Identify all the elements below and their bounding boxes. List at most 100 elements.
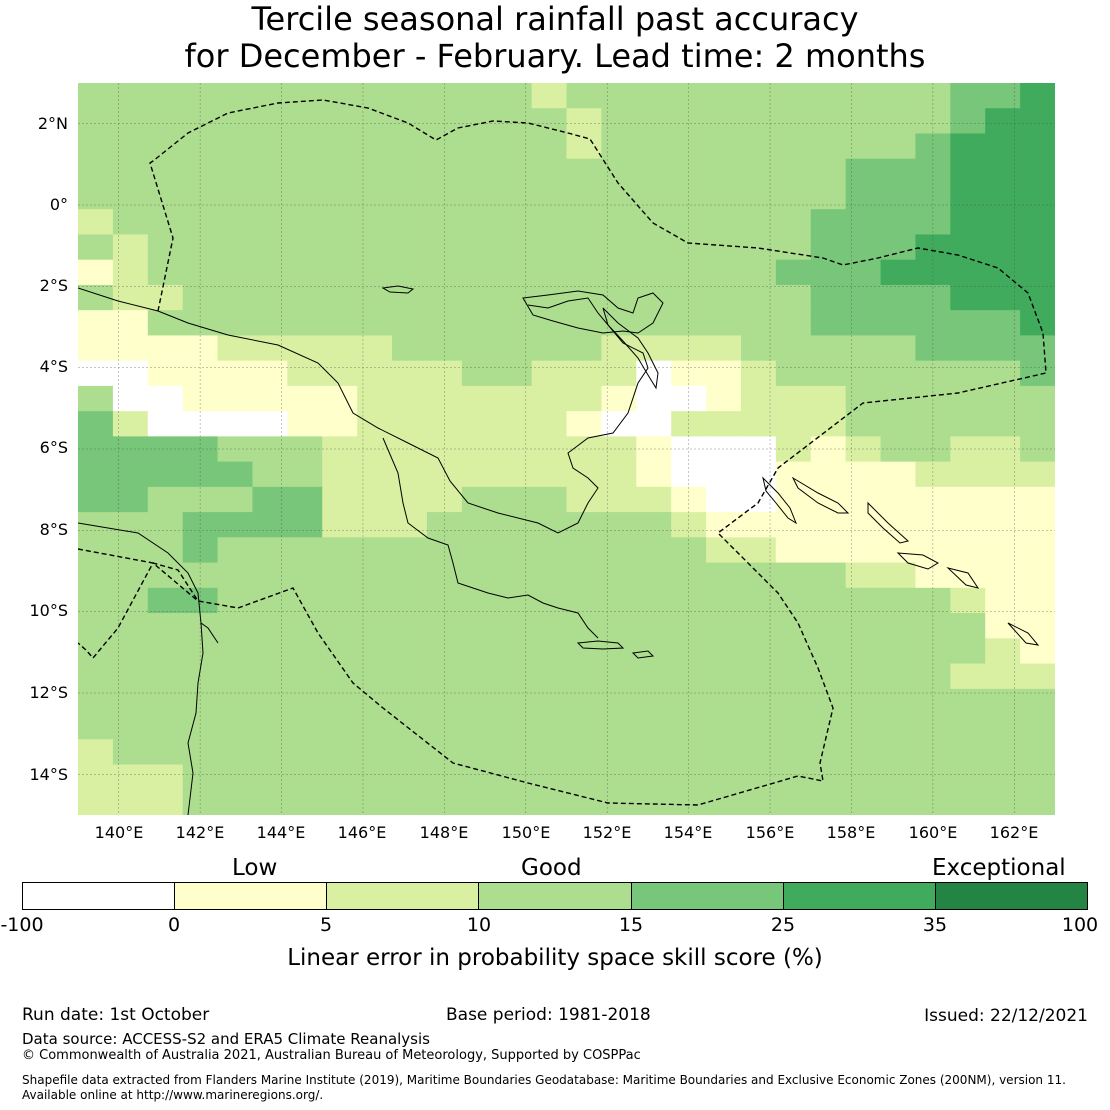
skill-cell — [112, 360, 149, 387]
skill-cell — [566, 714, 602, 740]
skill-cell — [636, 108, 672, 135]
skill-cell — [775, 537, 812, 564]
skill-cell — [740, 613, 777, 639]
skill-cell — [915, 587, 951, 614]
skill-cell — [601, 663, 637, 690]
skill-cell — [601, 587, 637, 614]
skill-cell — [740, 411, 777, 437]
skill-cell — [566, 512, 602, 538]
skill-cell — [706, 234, 742, 261]
skill-cell — [426, 461, 463, 488]
skill-cell — [566, 385, 602, 412]
graticule — [78, 83, 1055, 815]
new-guinea-coastline — [78, 287, 649, 639]
skill-cell — [496, 259, 533, 286]
skill-cell — [601, 209, 637, 236]
skill-cell — [426, 512, 463, 538]
skill-cell — [915, 739, 951, 766]
skill-cell — [461, 663, 498, 690]
skill-cell — [112, 259, 149, 286]
lon-label: 148°E — [419, 823, 469, 842]
skill-cell — [566, 537, 602, 564]
skill-cell — [392, 789, 428, 815]
skill-cell — [950, 613, 986, 639]
louisiade-coastline — [576, 640, 655, 659]
skill-cell — [496, 234, 533, 261]
skill-cell — [915, 764, 951, 791]
skill-cell — [252, 638, 288, 665]
skill-cell — [217, 284, 254, 311]
skill-cell — [845, 411, 882, 437]
skill-cell — [880, 436, 917, 463]
skill-cell — [1020, 688, 1055, 715]
skill-cell — [147, 133, 184, 160]
skill-cell — [322, 158, 358, 185]
skill-cell — [775, 183, 812, 210]
skill-cell — [78, 360, 114, 387]
skill-cell — [706, 587, 742, 614]
skill-cell — [147, 183, 184, 210]
skill-cell — [880, 512, 917, 538]
skill-cell — [496, 133, 533, 160]
skill-cell — [78, 764, 114, 791]
skill-cell — [182, 360, 219, 387]
skill-cell — [915, 663, 951, 690]
skill-cell — [496, 789, 533, 815]
skill-cell — [601, 234, 637, 261]
skill-cell — [252, 133, 288, 160]
skill-cell — [357, 587, 393, 614]
skill-cell — [252, 562, 288, 589]
skill-cell — [950, 764, 986, 791]
skill-cell — [531, 537, 568, 564]
skill-cell — [845, 512, 882, 538]
skill-cell — [706, 284, 742, 311]
skill-cell — [217, 360, 254, 387]
skill-cell — [182, 284, 219, 311]
skill-cell — [985, 411, 1021, 437]
skill-cell — [182, 411, 219, 437]
skill-cell — [426, 83, 463, 109]
skill-cell — [706, 764, 742, 791]
skill-cell — [1020, 183, 1055, 210]
skill-cell — [147, 335, 184, 362]
skill-cell — [112, 83, 149, 109]
skill-cell — [601, 562, 637, 589]
skill-cell — [531, 512, 568, 538]
skill-cell — [985, 663, 1021, 690]
skill-cell — [566, 108, 602, 135]
skill-cell — [950, 461, 986, 488]
skill-cell — [1020, 335, 1055, 362]
skill-cell — [810, 133, 847, 160]
skill-cell — [426, 663, 463, 690]
skill-cell — [845, 360, 882, 387]
skill-cell — [287, 183, 323, 210]
skill-cell — [357, 234, 393, 261]
skill-cell — [775, 587, 812, 614]
skill-cell — [950, 284, 986, 311]
skill-cell — [392, 259, 428, 286]
skill-cell — [775, 461, 812, 488]
skill-cell — [950, 133, 986, 160]
skill-cell — [950, 587, 986, 614]
skill-cell — [496, 461, 533, 488]
skill-cell — [601, 183, 637, 210]
skill-cell — [915, 83, 951, 109]
skill-cell — [880, 158, 917, 185]
skill-cell — [810, 209, 847, 236]
skill-cell — [322, 739, 358, 766]
skill-cell — [531, 613, 568, 639]
skill-cell — [740, 436, 777, 463]
skill-cell — [775, 486, 812, 513]
skill-cell — [775, 385, 812, 412]
skill-cell — [706, 209, 742, 236]
skill-cell — [357, 537, 393, 564]
skill-cell — [322, 310, 358, 337]
skill-cell — [217, 613, 254, 639]
skill-cell — [671, 158, 707, 185]
skill-cell — [601, 108, 637, 135]
skill-cell — [357, 613, 393, 639]
skill-cell — [531, 209, 568, 236]
skill-cell — [217, 512, 254, 538]
lat-label: 14°S — [29, 765, 68, 784]
skill-cell — [740, 133, 777, 160]
